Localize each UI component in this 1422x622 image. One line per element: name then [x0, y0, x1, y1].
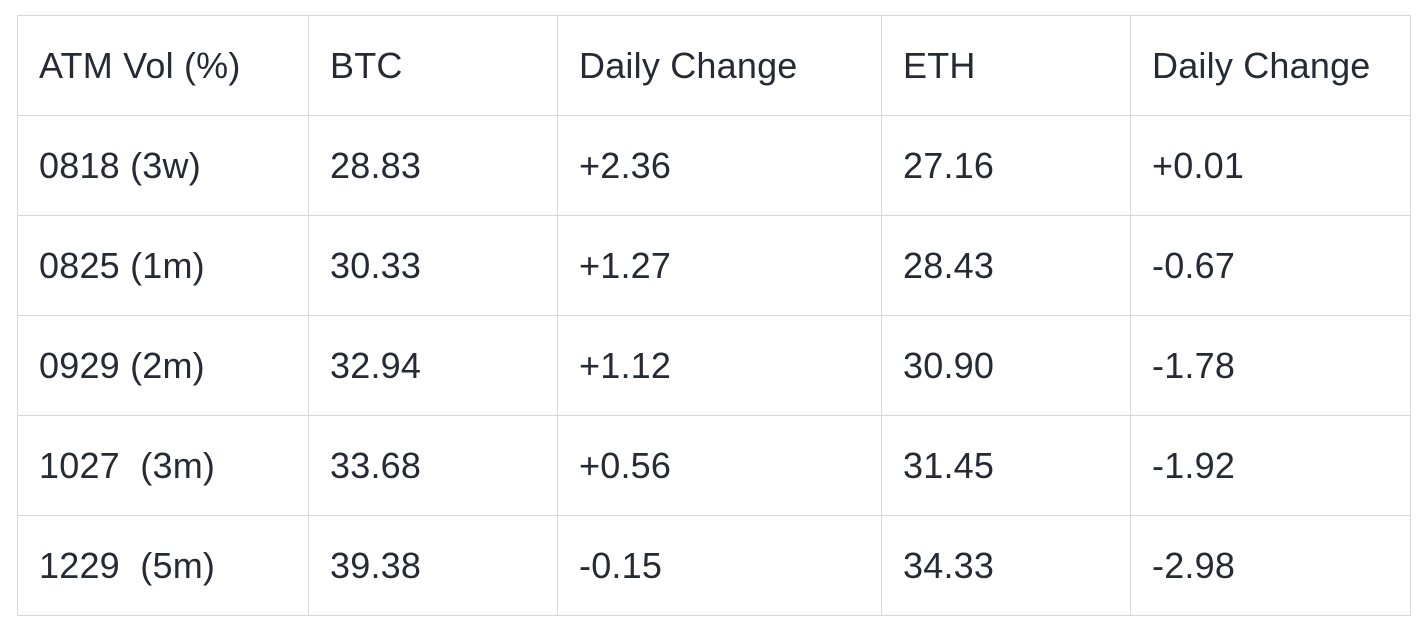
table-row: 0818 (3w) 28.83 +2.36 27.16 +0.01	[17, 115, 1411, 216]
btc-daily-change-cell: +0.56	[557, 415, 882, 516]
tenor-cell: 1027 (3m)	[17, 415, 309, 516]
eth-daily-change-cell: +0.01	[1130, 115, 1411, 216]
eth-vol-cell: 30.90	[881, 315, 1131, 416]
tenor-cell: 0825 (1m)	[17, 215, 309, 316]
tenor-cell: 0818 (3w)	[17, 115, 309, 216]
atm-vol-table: ATM Vol (%) BTC Daily Change ETH Daily C…	[17, 15, 1411, 616]
eth-daily-change-cell: -2.98	[1130, 515, 1411, 616]
header-atm-vol: ATM Vol (%)	[17, 15, 309, 116]
table-body: 0818 (3w) 28.83 +2.36 27.16 +0.01 0825 (…	[17, 115, 1411, 616]
btc-vol-cell: 33.68	[308, 415, 558, 516]
btc-daily-change-cell: +1.27	[557, 215, 882, 316]
btc-daily-change-cell: -0.15	[557, 515, 882, 616]
btc-vol-cell: 32.94	[308, 315, 558, 416]
table-header: ATM Vol (%) BTC Daily Change ETH Daily C…	[17, 15, 1411, 116]
table-row: 1027 (3m) 33.68 +0.56 31.45 -1.92	[17, 415, 1411, 516]
eth-vol-cell: 31.45	[881, 415, 1131, 516]
eth-daily-change-cell: -0.67	[1130, 215, 1411, 316]
eth-vol-cell: 27.16	[881, 115, 1131, 216]
header-eth-daily-change: Daily Change	[1130, 15, 1411, 116]
btc-vol-cell: 39.38	[308, 515, 558, 616]
eth-vol-cell: 28.43	[881, 215, 1131, 316]
btc-daily-change-cell: +2.36	[557, 115, 882, 216]
tenor-cell: 1229 (5m)	[17, 515, 309, 616]
header-row: ATM Vol (%) BTC Daily Change ETH Daily C…	[17, 15, 1411, 116]
header-eth: ETH	[881, 15, 1131, 116]
tenor-cell: 0929 (2m)	[17, 315, 309, 416]
eth-vol-cell: 34.33	[881, 515, 1131, 616]
header-btc-daily-change: Daily Change	[557, 15, 882, 116]
header-btc: BTC	[308, 15, 558, 116]
btc-daily-change-cell: +1.12	[557, 315, 882, 416]
table-row: 0929 (2m) 32.94 +1.12 30.90 -1.78	[17, 315, 1411, 416]
btc-vol-cell: 28.83	[308, 115, 558, 216]
table-row: 0825 (1m) 30.33 +1.27 28.43 -0.67	[17, 215, 1411, 316]
table-row: 1229 (5m) 39.38 -0.15 34.33 -2.98	[17, 515, 1411, 616]
eth-daily-change-cell: -1.78	[1130, 315, 1411, 416]
btc-vol-cell: 30.33	[308, 215, 558, 316]
eth-daily-change-cell: -1.92	[1130, 415, 1411, 516]
